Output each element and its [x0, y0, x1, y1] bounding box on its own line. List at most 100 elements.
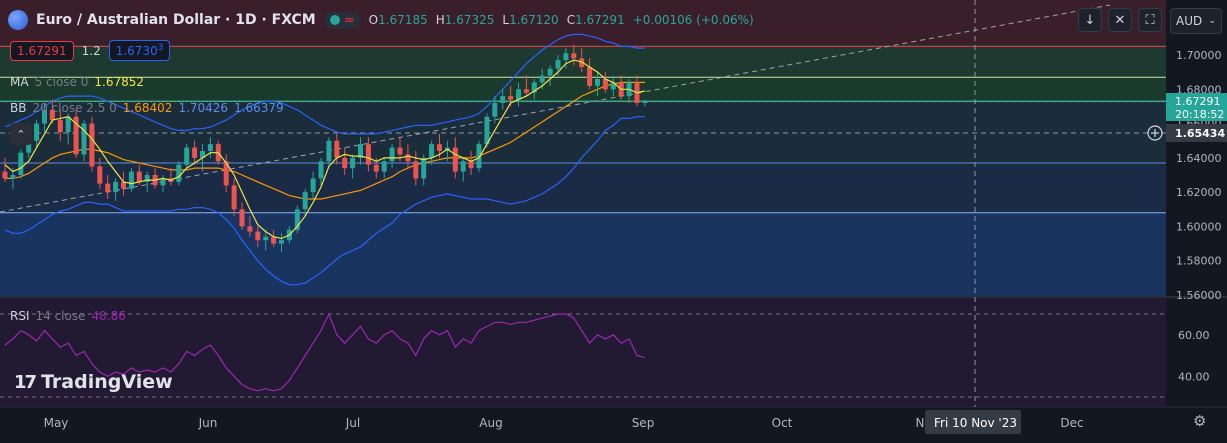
candle-body [468, 161, 474, 169]
candle-body [121, 181, 126, 189]
market-status-pill[interactable]: ≈ [323, 11, 361, 29]
bb-name: BB [10, 101, 27, 115]
price-axis-bg [1166, 0, 1227, 439]
rsi-pane-bg [0, 298, 1166, 406]
candle [318, 157, 324, 186]
ma-legend[interactable]: MA 5 close 0 1.67852 [10, 75, 144, 89]
candle [342, 147, 348, 175]
candle [176, 161, 182, 186]
candle-body [279, 240, 284, 244]
ohlc-high-key: H [435, 13, 445, 27]
bb-upper-band [4, 33, 645, 135]
symbol-title[interactable]: Euro / Australian Dollar · 1D · FXCM [36, 12, 316, 28]
ohlc-open-value: 1.67185 [378, 13, 428, 27]
ohlc-open-key: O [368, 13, 379, 27]
candle-body [571, 53, 577, 59]
candle-body [81, 123, 87, 155]
candle-body [381, 161, 387, 172]
bb-lower-band [4, 116, 645, 286]
candle-body [389, 147, 395, 162]
price-tick-label: 1.58000 [1176, 255, 1222, 268]
rsi-line [4, 312, 646, 392]
currency-select[interactable]: AUD ⌄ [1170, 8, 1222, 34]
time-axis-label: N [916, 416, 925, 430]
candle [595, 72, 600, 97]
candle-body [247, 226, 253, 232]
time-axis-label: Dec [1060, 416, 1083, 430]
brand-name: TradingView [41, 371, 173, 393]
candle [271, 229, 277, 247]
ohlc-close-key: C [566, 13, 576, 27]
candle-body [231, 185, 237, 210]
candle-body [2, 171, 8, 179]
ohlc-low-key: L [502, 13, 510, 27]
collapse-arrows-icon[interactable]: ✕ [1108, 8, 1132, 32]
candle-body [65, 116, 71, 133]
candle-body [239, 209, 245, 227]
candle-body [49, 109, 55, 121]
candle-body [160, 178, 166, 186]
time-axis-label: Oct [772, 416, 793, 430]
candle [500, 89, 506, 110]
fullscreen-icon[interactable]: ⛶ [1138, 8, 1162, 32]
candle [192, 140, 198, 165]
candle-body [413, 161, 419, 179]
tv-logo-icon: 17 [14, 371, 37, 393]
candle-body [73, 116, 79, 155]
candle [34, 120, 40, 148]
candle-body [508, 96, 514, 100]
scroll-down-icon[interactable]: ↓ [1078, 8, 1102, 32]
price-tick-label: 1.70000 [1176, 49, 1222, 62]
rsi-params: 14 close [35, 309, 86, 323]
rsi-tick-label: 60.00 [1178, 329, 1210, 342]
candle-body [263, 236, 269, 241]
candle [381, 157, 387, 179]
candle-body [310, 178, 316, 193]
candle-body [642, 101, 648, 103]
candle-body [358, 144, 363, 158]
candle-body [144, 175, 150, 182]
collapse-legend-icon[interactable]: ⌃ [10, 123, 32, 145]
ma-line [4, 59, 646, 240]
candle [334, 133, 340, 165]
candle-body [563, 53, 569, 61]
add-alert-icon[interactable] [1147, 125, 1163, 141]
price-tick-label: 1.62000 [1176, 186, 1222, 199]
candle [89, 116, 95, 172]
candle [452, 137, 458, 179]
candle [294, 205, 300, 234]
candle-body [105, 183, 111, 193]
rsi-legend[interactable]: RSI 14 close 48.86 [10, 309, 126, 323]
candle [460, 157, 466, 182]
candle-body [516, 89, 521, 100]
trend-line[interactable] [0, 4, 1111, 213]
buy-price-main: 1.6730 [115, 44, 158, 58]
candle-body [128, 171, 134, 189]
bb-lower-value: 1.66379 [234, 101, 284, 115]
candle [247, 216, 253, 237]
candle-body [136, 171, 142, 182]
candle-body [26, 140, 32, 153]
candle [523, 75, 529, 97]
buy-button[interactable]: 1.67303 [108, 40, 171, 61]
ma-params: 5 close 0 [34, 75, 89, 89]
candle-body [365, 144, 371, 165]
settings-gear-icon[interactable]: ⚙ [1193, 412, 1207, 430]
candle-body [602, 79, 608, 90]
candle-body [421, 157, 427, 179]
rsi-value: 48.86 [91, 309, 126, 323]
current-price-text: 1.67291 [1175, 95, 1221, 108]
candle-body [484, 116, 490, 145]
candle-body [176, 164, 182, 182]
candle [642, 99, 648, 107]
candle-body [555, 60, 561, 69]
bb-params: 20 close 2.5 0 [32, 101, 117, 115]
bb-legend[interactable]: BB 20 close 2.5 0 1.68402 1.70426 1.6637… [10, 101, 284, 115]
sell-button[interactable]: 1.67291 [10, 40, 74, 61]
rsi-tick-label: 40.00 [1178, 370, 1210, 383]
time-axis-label: Jun [198, 416, 218, 430]
candle [547, 65, 553, 86]
price-tick-label: 1.56000 [1176, 289, 1222, 302]
ma-value: 1.67852 [94, 75, 144, 89]
